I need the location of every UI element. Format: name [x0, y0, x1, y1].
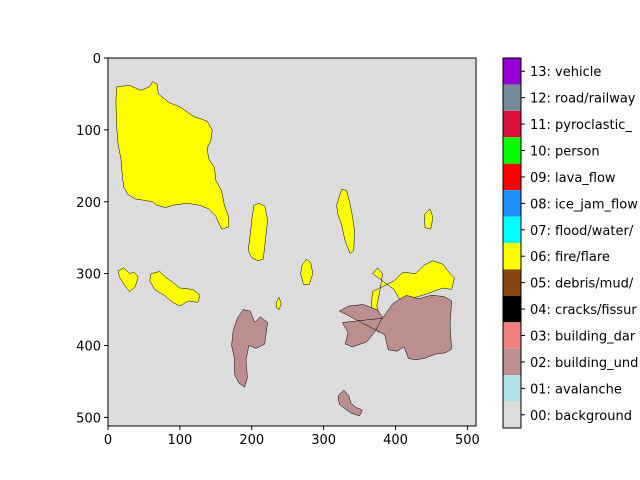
legend-label: 07: flood/water/ [530, 224, 634, 239]
y-tick-label: 200 [76, 196, 101, 211]
fire-region-right-cluster [370, 260, 455, 334]
legend-swatch [503, 216, 521, 243]
legend-label: 04: cracks/fissur [530, 303, 637, 318]
fire-region-small-left [117, 267, 139, 292]
x-tick-label: 400 [383, 433, 408, 448]
legend-swatch [503, 375, 521, 402]
legend-swatch [503, 84, 521, 111]
x-tick-label: 200 [239, 433, 264, 448]
legend-label: 05: debris/mud/ [530, 277, 634, 292]
fire-region-right-center [336, 189, 355, 254]
legend-label: 11: pyroclastic_ [530, 118, 632, 133]
plot-frame [107, 57, 477, 427]
y-tick-label: 400 [76, 340, 101, 355]
legend-label: 03: building_dar [530, 330, 636, 345]
legend-label: 08: ice_jam_flow [530, 197, 638, 212]
legend-label: 12: road/railway [530, 92, 636, 107]
y-tick-label: 500 [76, 411, 101, 426]
fire-region-dot [275, 296, 282, 311]
y-axis: 0 100 200 300 400 500 [76, 52, 108, 426]
legend-swatch [503, 295, 521, 323]
fire-region-large [115, 81, 230, 230]
building-region-right [338, 294, 452, 361]
fire-region-tiny-right [424, 208, 434, 230]
legend-swatch [503, 401, 521, 428]
legend-label: 02: building_und [530, 356, 638, 371]
y-tick-label: 100 [76, 124, 101, 139]
legend-label: 06: fire/flare [530, 250, 610, 265]
legend-frame [502, 57, 522, 429]
x-tick-label: 300 [311, 433, 336, 448]
legend-colorbar: 13: vehicle 12: road/railway 11: pyroclast… [502, 57, 638, 429]
building-region-bottom [337, 389, 363, 417]
fire-region-center [247, 202, 268, 261]
x-tick-label: 0 [104, 433, 112, 448]
fire-region-stub [300, 258, 314, 285]
x-tick-label: 100 [167, 433, 192, 448]
x-axis: 0 100 200 300 400 500 [104, 426, 480, 448]
legend-label: 09: lava_flow [530, 171, 616, 186]
legend-swatch [503, 58, 521, 85]
legend-swatch [503, 322, 521, 349]
legend-swatch [503, 163, 521, 191]
legend-label: 13: vehicle [530, 65, 601, 80]
legend-swatch [503, 110, 521, 138]
y-tick-label: 0 [93, 52, 101, 67]
legend-swatch [503, 269, 521, 296]
legend-label: 10: person [530, 145, 600, 160]
legend-swatch [503, 243, 521, 270]
legend-label: 01: avalanche [530, 382, 622, 397]
segmentation-plot [107, 57, 477, 427]
x-tick-label: 500 [455, 433, 480, 448]
segmentation-regions [115, 81, 455, 417]
legend-swatch [503, 348, 521, 376]
legend-swatch [503, 190, 521, 217]
legend-label: 00: background [530, 409, 632, 424]
y-tick-label: 300 [76, 268, 101, 283]
building-region-left [231, 309, 268, 388]
fire-region-mid-left [149, 271, 201, 307]
legend-swatch [503, 137, 521, 164]
